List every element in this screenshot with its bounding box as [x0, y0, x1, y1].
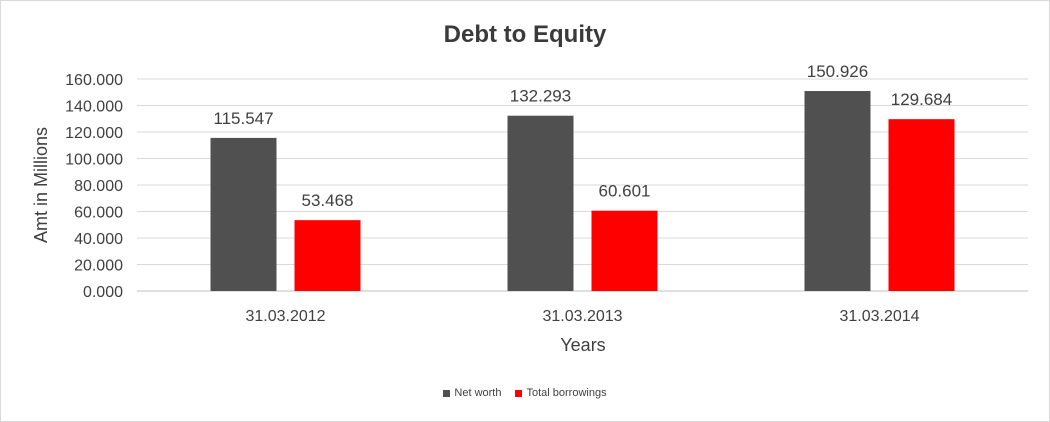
y-axis-title: Amt in Millions — [31, 127, 51, 243]
y-tick-label: 60.000 — [74, 205, 123, 222]
data-labels: 115.547 53.468 132.293 60.601 150.926 129.684 — [213, 62, 952, 210]
bar-value-label: 53.468 — [302, 191, 354, 210]
y-tick-label: 160.000 — [65, 72, 123, 89]
y-tick-label: 120.000 — [65, 125, 123, 142]
legend-swatch — [443, 389, 451, 397]
legend-label: Net worth — [454, 387, 502, 399]
x-tick-label: 31.03.2014 — [839, 308, 919, 325]
legend-item-series-0: Net worth — [443, 387, 501, 399]
x-tick-label: 31.03.2013 — [542, 308, 622, 325]
y-tick-label: 40.000 — [74, 231, 123, 248]
axis-ticks: 0.000 20.000 40.000 60.000 80.000 100.000 120.… — [65, 72, 919, 325]
bar-value-label: 132.293 — [510, 87, 571, 106]
bar-value-label: 60.601 — [599, 182, 651, 201]
bar-value-label: 129.684 — [891, 90, 952, 109]
gridlines — [137, 78, 1028, 292]
y-tick-label: 80.000 — [74, 178, 123, 195]
y-tick-label: 100.000 — [65, 152, 123, 169]
x-axis-title: Years — [560, 335, 605, 355]
bar-value-label: 115.547 — [213, 109, 273, 128]
bars — [210, 91, 955, 292]
bar-net-worth — [804, 91, 871, 292]
y-tick-label: 140.000 — [65, 99, 123, 116]
chart-title: Debt to Equity — [443, 21, 607, 48]
bar-total-borrowings — [888, 119, 955, 291]
legend: Net worth Total borrowings — [1, 387, 1049, 399]
legend-item-series-1: Total borrowings — [515, 387, 607, 399]
legend-swatch — [515, 389, 523, 397]
bar-value-label: 150.926 — [807, 62, 868, 81]
bar-net-worth — [507, 115, 574, 291]
y-tick-label: 20.000 — [74, 258, 123, 275]
bar-total-borrowings — [591, 210, 658, 291]
x-tick-label: 31.03.2012 — [245, 308, 325, 325]
bar-net-worth — [210, 137, 277, 291]
y-tick-label: 0.000 — [83, 284, 123, 301]
legend-label: Total borrowings — [526, 387, 607, 399]
bar-total-borrowings — [294, 220, 361, 291]
